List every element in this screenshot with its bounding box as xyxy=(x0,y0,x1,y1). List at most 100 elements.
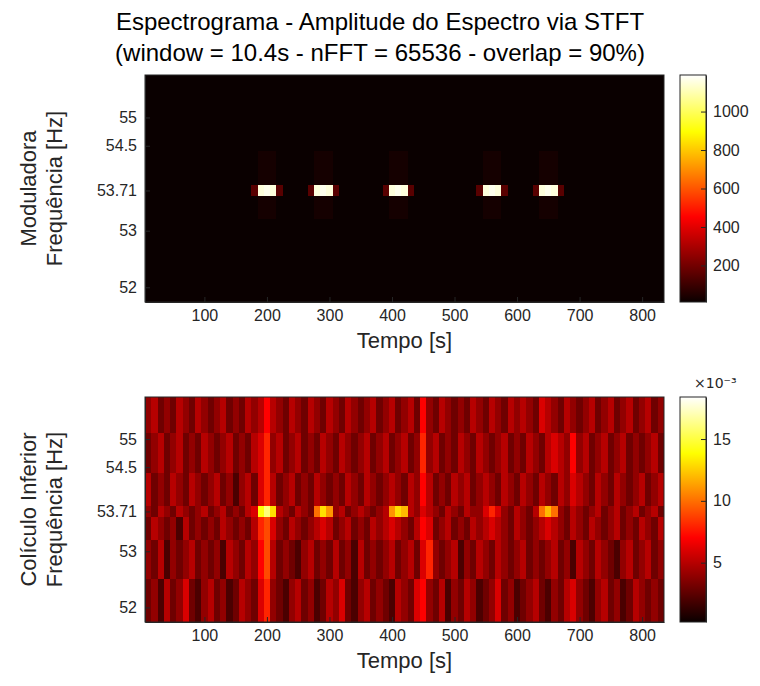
heatmap-cell xyxy=(414,397,420,433)
heatmap-cell xyxy=(383,196,389,220)
heatmap-cell xyxy=(370,397,376,433)
heatmap-cell xyxy=(426,540,432,579)
heatmap-cell xyxy=(551,112,557,152)
heatmap-cell xyxy=(433,473,439,507)
heatmap-cell xyxy=(383,185,389,195)
heatmap-cell xyxy=(439,151,445,185)
heatmap-cell xyxy=(289,433,295,472)
heatmap-cell xyxy=(164,75,170,112)
colorbar-tick: 5 xyxy=(701,554,722,571)
heatmap-cell xyxy=(320,517,326,541)
heatmap-cell xyxy=(351,397,357,433)
x-axis: 100200300400500600700800 xyxy=(146,297,665,324)
heatmap-cell xyxy=(451,540,457,579)
heatmap-cell xyxy=(370,196,376,220)
heatmap-cell xyxy=(364,517,370,541)
heatmap-cell xyxy=(320,473,326,507)
heatmap-cell xyxy=(620,112,626,152)
heatmap-cell xyxy=(533,185,539,195)
heatmap-cell xyxy=(414,473,420,507)
heatmap-cell xyxy=(514,75,520,112)
heatmap-cell xyxy=(633,579,639,622)
heatmap-cell xyxy=(370,473,376,507)
heatmap-cell xyxy=(570,196,576,220)
heatmap-cell xyxy=(326,75,332,112)
heatmap-cell xyxy=(414,579,420,622)
heatmap-cell xyxy=(314,75,320,112)
heatmap-cell xyxy=(451,579,457,622)
heatmap-cell xyxy=(208,433,214,472)
heatmap-cell xyxy=(520,185,526,195)
y-tick: 55 xyxy=(119,431,150,448)
heatmap-cell xyxy=(289,540,295,579)
heatmap-cell xyxy=(333,219,339,259)
x-tick: 700 xyxy=(567,297,594,324)
heatmap-cell xyxy=(608,506,614,516)
heatmap-cell xyxy=(376,540,382,579)
heatmap-cell xyxy=(633,540,639,579)
heatmap-cell xyxy=(620,75,626,112)
heatmap-cell xyxy=(358,219,364,259)
heatmap-cell xyxy=(645,540,651,579)
heatmap-cell xyxy=(289,219,295,259)
heatmap-cell xyxy=(401,579,407,622)
colorbar-tick: 15 xyxy=(701,431,731,448)
heatmap-cell xyxy=(326,540,332,579)
heatmap-cell xyxy=(233,219,239,259)
heatmap-cell xyxy=(439,473,445,507)
heatmap-cell xyxy=(345,185,351,195)
heatmap-cell xyxy=(208,151,214,185)
heatmap-cell xyxy=(495,540,501,579)
x-tick-label: 600 xyxy=(504,627,531,644)
heatmap-cell xyxy=(470,397,476,433)
heatmap-cell xyxy=(576,397,582,433)
heatmap-cell xyxy=(276,473,282,507)
heatmap-cell xyxy=(458,473,464,507)
colorbar-axis-line xyxy=(706,398,707,623)
heatmap-cell xyxy=(589,219,595,259)
heatmap-cell xyxy=(395,473,401,507)
heatmap-cell xyxy=(564,259,570,302)
heatmap-cell xyxy=(176,433,182,472)
heatmap-cell xyxy=(195,112,201,152)
x-tick-label: 400 xyxy=(379,307,406,324)
heatmap-cell xyxy=(470,112,476,152)
heatmap-cell xyxy=(639,579,645,622)
heatmap-cell xyxy=(383,397,389,433)
heatmap-cell xyxy=(245,506,251,516)
heatmap-cell xyxy=(458,579,464,622)
heatmap-cell xyxy=(614,259,620,302)
heatmap-cell xyxy=(376,75,382,112)
x-axis-title: Tempo [s] xyxy=(357,328,452,353)
heatmap-cell xyxy=(539,433,545,472)
heatmap-cell xyxy=(426,579,432,622)
heatmap-cell xyxy=(564,433,570,472)
heatmap-cell xyxy=(270,219,276,259)
heatmap-cell xyxy=(526,259,532,302)
heatmap-cell xyxy=(614,185,620,195)
heatmap-cell xyxy=(339,112,345,152)
heatmap-cell xyxy=(395,151,401,185)
heatmap-cell xyxy=(283,397,289,433)
heatmap-cell xyxy=(601,397,607,433)
heatmap-cell xyxy=(283,112,289,152)
colorbar-tick-mark xyxy=(701,150,706,151)
heatmap-cell xyxy=(364,196,370,220)
heatmap-cell xyxy=(220,259,226,302)
heatmap-cell xyxy=(626,433,632,472)
heatmap-cell xyxy=(270,75,276,112)
heatmap-cell xyxy=(420,517,426,541)
heatmap-cell xyxy=(189,433,195,472)
heatmap-cell xyxy=(633,259,639,302)
y-axis: 525353.7154.555 xyxy=(97,76,150,303)
heatmap-cell xyxy=(626,196,632,220)
heatmap-cell xyxy=(576,219,582,259)
heatmap-cell xyxy=(176,506,182,516)
heatmap-cell xyxy=(276,112,282,152)
heatmap-cell xyxy=(270,259,276,302)
colorbar-tick-mark xyxy=(701,563,706,564)
heatmap-cell xyxy=(270,506,276,516)
heatmap-cell xyxy=(264,506,270,516)
x-tick: 200 xyxy=(254,617,281,644)
heatmap-cell xyxy=(439,397,445,433)
